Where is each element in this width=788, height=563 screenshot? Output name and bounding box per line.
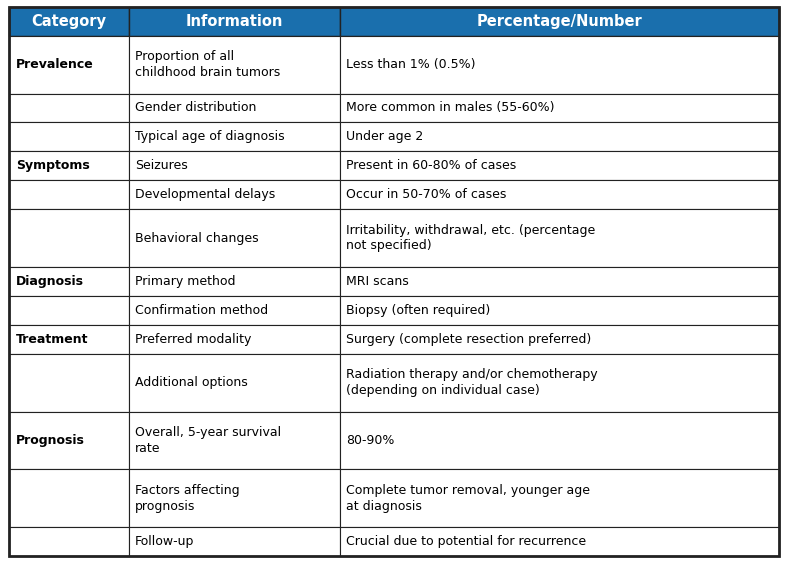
Text: Preferred modality: Preferred modality	[135, 333, 251, 346]
Bar	[128, 528, 340, 556]
Bar	[128, 35, 340, 93]
Bar	[9, 528, 128, 556]
Text: Surgery (complete resection preferred): Surgery (complete resection preferred)	[347, 333, 592, 346]
Bar	[9, 122, 128, 151]
Bar	[128, 267, 340, 296]
Bar	[340, 470, 779, 528]
Bar	[128, 470, 340, 528]
Bar	[9, 209, 128, 267]
Bar	[340, 7, 779, 35]
Text: Crucial due to potential for recurrence: Crucial due to potential for recurrence	[347, 535, 586, 548]
Text: Percentage/Number: Percentage/Number	[477, 14, 642, 29]
Text: MRI scans: MRI scans	[347, 275, 409, 288]
Text: Irritability, withdrawal, etc. (percentage
not specified): Irritability, withdrawal, etc. (percenta…	[347, 224, 596, 252]
Bar	[9, 412, 128, 470]
Text: Category: Category	[32, 14, 106, 29]
Text: Developmental delays: Developmental delays	[135, 188, 275, 201]
Text: Present in 60-80% of cases: Present in 60-80% of cases	[347, 159, 517, 172]
Text: More common in males (55-60%): More common in males (55-60%)	[347, 101, 555, 114]
Bar	[340, 528, 779, 556]
Text: Overall, 5-year survival
rate: Overall, 5-year survival rate	[135, 426, 281, 455]
Bar	[128, 180, 340, 209]
Text: Treatment: Treatment	[16, 333, 88, 346]
Text: 80-90%: 80-90%	[347, 434, 395, 447]
Bar	[340, 267, 779, 296]
Bar	[340, 151, 779, 180]
Bar	[9, 151, 128, 180]
Text: Occur in 50-70% of cases: Occur in 50-70% of cases	[347, 188, 507, 201]
Bar	[128, 151, 340, 180]
Text: Gender distribution: Gender distribution	[135, 101, 256, 114]
Bar	[340, 412, 779, 470]
Text: Typical age of diagnosis: Typical age of diagnosis	[135, 131, 284, 144]
Text: Follow-up: Follow-up	[135, 535, 195, 548]
Bar	[128, 93, 340, 122]
Bar	[9, 93, 128, 122]
Text: Confirmation method: Confirmation method	[135, 304, 268, 317]
Bar	[340, 209, 779, 267]
Bar	[9, 325, 128, 354]
Bar	[9, 35, 128, 93]
Bar	[340, 93, 779, 122]
Text: Proportion of all
childhood brain tumors: Proportion of all childhood brain tumors	[135, 50, 281, 79]
Bar	[9, 296, 128, 325]
Bar	[9, 267, 128, 296]
Text: Information: Information	[186, 14, 283, 29]
Text: Factors affecting
prognosis: Factors affecting prognosis	[135, 484, 240, 513]
Bar	[340, 180, 779, 209]
Bar	[9, 7, 128, 35]
Bar	[128, 7, 340, 35]
Bar	[128, 122, 340, 151]
Text: Prognosis: Prognosis	[16, 434, 84, 447]
Text: Behavioral changes: Behavioral changes	[135, 231, 258, 244]
Bar	[340, 296, 779, 325]
Text: Less than 1% (0.5%): Less than 1% (0.5%)	[347, 58, 476, 71]
Bar	[128, 325, 340, 354]
Bar	[128, 209, 340, 267]
Bar	[340, 325, 779, 354]
Bar	[340, 35, 779, 93]
Bar	[340, 122, 779, 151]
Bar	[9, 470, 128, 528]
Text: Complete tumor removal, younger age
at diagnosis: Complete tumor removal, younger age at d…	[347, 484, 590, 513]
Bar	[128, 296, 340, 325]
Bar	[128, 412, 340, 470]
Text: Symptoms: Symptoms	[16, 159, 90, 172]
Bar	[340, 354, 779, 412]
Text: Diagnosis: Diagnosis	[16, 275, 84, 288]
Bar	[9, 180, 128, 209]
Text: Prevalence: Prevalence	[16, 58, 94, 71]
Text: Primary method: Primary method	[135, 275, 236, 288]
Text: Under age 2: Under age 2	[347, 131, 424, 144]
Bar	[128, 354, 340, 412]
Text: Seizures: Seizures	[135, 159, 188, 172]
Bar	[9, 354, 128, 412]
Text: Radiation therapy and/or chemotherapy
(depending on individual case): Radiation therapy and/or chemotherapy (d…	[347, 368, 598, 397]
Text: Additional options: Additional options	[135, 376, 247, 389]
Text: Biopsy (often required): Biopsy (often required)	[347, 304, 491, 317]
